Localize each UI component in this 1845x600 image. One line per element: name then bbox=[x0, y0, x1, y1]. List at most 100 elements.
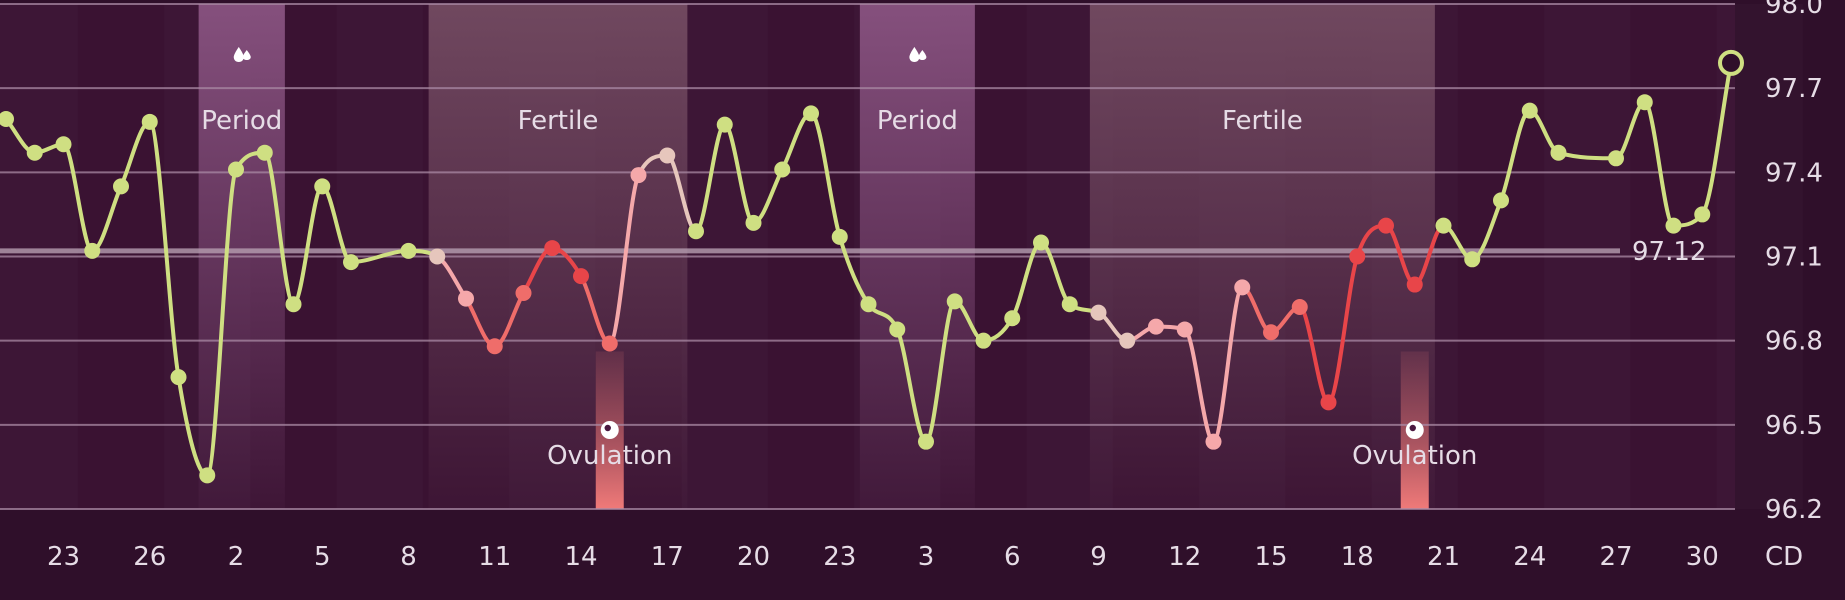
x-tick-label: 26 bbox=[133, 542, 166, 572]
target-dot-icon bbox=[600, 421, 619, 439]
temperature-point[interactable] bbox=[1291, 299, 1308, 315]
temperature-point[interactable] bbox=[1234, 279, 1251, 296]
temperature-point[interactable] bbox=[544, 240, 561, 257]
temperature-point[interactable] bbox=[400, 242, 417, 259]
temperature-point[interactable] bbox=[429, 248, 446, 265]
y-tick-label: 97.7 bbox=[1765, 74, 1823, 104]
temperature-point[interactable] bbox=[860, 296, 877, 313]
temperature-point[interactable] bbox=[256, 144, 273, 161]
y-tick-label: 97.1 bbox=[1765, 243, 1823, 273]
temperature-point[interactable] bbox=[0, 111, 14, 128]
y-tick-label: 96.5 bbox=[1765, 411, 1823, 441]
temperature-point[interactable] bbox=[343, 254, 359, 271]
fertile-label: Fertile bbox=[1222, 106, 1303, 136]
x-tick-label: 11 bbox=[478, 542, 511, 572]
y-tick-label: 96.8 bbox=[1765, 327, 1823, 357]
temperature-point[interactable] bbox=[946, 293, 963, 310]
period-label: Period bbox=[877, 106, 958, 136]
x-tick-label: 12 bbox=[1168, 542, 1201, 572]
period-label: Period bbox=[201, 106, 282, 136]
temperature-point[interactable] bbox=[745, 214, 762, 231]
temperature-point[interactable] bbox=[630, 167, 647, 184]
temperature-point[interactable] bbox=[803, 105, 819, 122]
temperature-point[interactable] bbox=[659, 147, 676, 164]
temperature-point[interactable] bbox=[1464, 251, 1481, 268]
x-tick-label: 23 bbox=[47, 542, 80, 572]
temperature-point[interactable] bbox=[889, 321, 906, 338]
temperature-point[interactable] bbox=[1665, 217, 1682, 234]
temperature-point[interactable] bbox=[1148, 318, 1164, 335]
x-tick-label: 18 bbox=[1341, 542, 1374, 572]
temperature-line-segment bbox=[147, 119, 181, 380]
temperature-point[interactable] bbox=[1004, 310, 1021, 327]
x-tick-label: 27 bbox=[1599, 542, 1632, 572]
x-tick-label: 30 bbox=[1686, 542, 1719, 572]
drops-icon bbox=[909, 47, 927, 62]
temperature-point[interactable] bbox=[1378, 217, 1394, 234]
temperature-point[interactable] bbox=[458, 290, 474, 307]
drops-icon bbox=[233, 47, 251, 62]
temperature-point[interactable] bbox=[1205, 433, 1222, 450]
temperature-point[interactable] bbox=[573, 268, 589, 285]
x-tick-label: 3 bbox=[918, 542, 935, 572]
temperature-point[interactable] bbox=[774, 161, 791, 178]
temperature-point[interactable] bbox=[1320, 394, 1337, 411]
temperature-point[interactable] bbox=[113, 178, 129, 195]
temperature-point[interactable] bbox=[26, 144, 43, 161]
temperature-line-segment bbox=[205, 167, 238, 478]
x-tick-label: 14 bbox=[564, 542, 597, 572]
temperature-point[interactable] bbox=[1493, 192, 1509, 209]
temperature-point[interactable] bbox=[1435, 217, 1452, 234]
temperature-point[interactable] bbox=[1694, 206, 1711, 223]
x-tick-label: 15 bbox=[1254, 542, 1287, 572]
temperature-point[interactable] bbox=[716, 116, 733, 133]
temperature-point[interactable] bbox=[688, 223, 704, 240]
temperature-point[interactable] bbox=[314, 178, 331, 195]
temperature-point[interactable] bbox=[84, 242, 101, 259]
temperature-point[interactable] bbox=[1521, 102, 1538, 119]
coverline-label: 97.12 bbox=[1632, 237, 1706, 267]
x-tick-label: 23 bbox=[823, 542, 856, 572]
temperature-point[interactable] bbox=[1608, 150, 1624, 167]
target-inner bbox=[1409, 424, 1416, 432]
temperature-point[interactable] bbox=[141, 113, 158, 130]
temperature-point[interactable] bbox=[170, 369, 187, 386]
temperature-point[interactable] bbox=[285, 296, 302, 313]
x-tick-label: 9 bbox=[1090, 542, 1107, 572]
x-tick-label: 17 bbox=[651, 542, 684, 572]
ovulation-label: Ovulation bbox=[547, 441, 672, 471]
fertile-label: Fertile bbox=[518, 106, 599, 136]
target-inner bbox=[604, 424, 611, 432]
temperature-point[interactable] bbox=[55, 136, 72, 153]
temperature-point[interactable] bbox=[975, 332, 992, 349]
y-tick-label: 98.0 bbox=[1765, 0, 1823, 20]
temperature-point[interactable] bbox=[1033, 234, 1049, 251]
drop-small bbox=[242, 50, 251, 60]
temperature-point[interactable] bbox=[1119, 332, 1136, 349]
temperature-point-today[interactable] bbox=[1718, 49, 1744, 76]
temperature-point[interactable] bbox=[831, 228, 848, 245]
temperature-point[interactable] bbox=[1636, 94, 1653, 111]
drop-large bbox=[233, 47, 244, 62]
x-tick-label: 6 bbox=[1004, 542, 1021, 572]
temperature-point[interactable] bbox=[486, 338, 503, 355]
temperature-point[interactable] bbox=[1090, 304, 1107, 321]
temperature-point[interactable] bbox=[228, 161, 244, 178]
target-dot-icon bbox=[1405, 421, 1424, 439]
temperature-point[interactable] bbox=[1550, 144, 1567, 161]
temperature-point[interactable] bbox=[918, 433, 934, 450]
temperature-point[interactable] bbox=[515, 284, 532, 301]
temperature-point[interactable] bbox=[1263, 324, 1279, 341]
x-tick-label: 2 bbox=[228, 542, 245, 572]
ovulation-label: Ovulation bbox=[1352, 441, 1477, 471]
temperature-point[interactable] bbox=[1176, 321, 1193, 338]
temperature-point[interactable] bbox=[199, 467, 216, 484]
temperature-point[interactable] bbox=[1061, 296, 1078, 313]
drop-large bbox=[909, 47, 920, 62]
temperature-point[interactable] bbox=[1349, 248, 1366, 265]
drop-small bbox=[918, 50, 927, 60]
temperature-point[interactable] bbox=[601, 335, 618, 352]
temperature-point[interactable] bbox=[1406, 276, 1423, 293]
